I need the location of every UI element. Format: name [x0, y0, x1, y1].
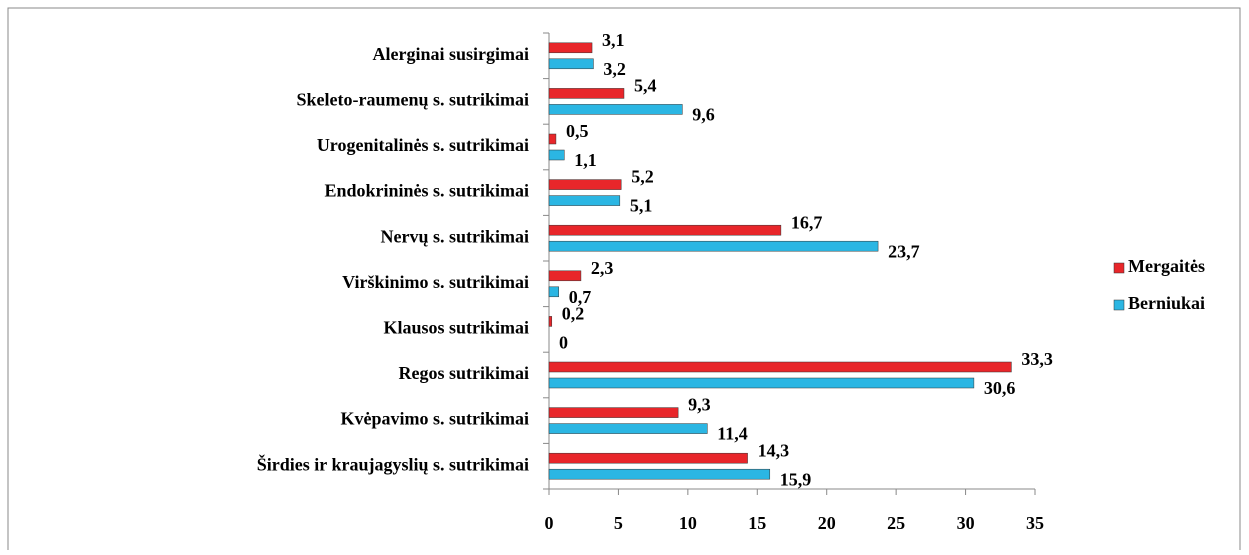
- legend-swatch: [1113, 299, 1125, 311]
- y-tick-label: Regos sutrikimai: [399, 363, 530, 383]
- value-label: 1,1: [574, 150, 597, 170]
- bar: [548, 361, 1012, 373]
- value-label: 0,2: [562, 304, 585, 324]
- legend-label: Mergaitės: [1128, 256, 1205, 276]
- value-label: 5,4: [634, 76, 657, 96]
- value-label: 33,3: [1021, 349, 1053, 369]
- x-tick-label: 35: [1026, 513, 1044, 533]
- value-label: 3,2: [603, 59, 626, 79]
- y-tick-label: Klausos sutrikimai: [383, 318, 529, 338]
- value-label: 11,4: [717, 424, 748, 444]
- bar: [548, 179, 622, 190]
- y-tick-label: Alerginai susirgimai: [373, 44, 530, 64]
- chart-frame: [7, 7, 1241, 555]
- bar: [548, 452, 748, 464]
- value-label: 2,3: [591, 258, 614, 278]
- value-label: 9,6: [692, 105, 715, 125]
- bar: [548, 104, 683, 115]
- value-label: 16,7: [791, 212, 823, 232]
- value-label: 5,1: [630, 196, 653, 216]
- y-tick-label: Širdies ir kraujagyslių s. sutrikimai: [257, 453, 529, 474]
- x-tick-label: 30: [957, 513, 975, 533]
- y-tick-label: Virškinimo s. sutrikimai: [342, 272, 529, 292]
- x-tick-label: 20: [818, 513, 836, 533]
- bar: [548, 316, 553, 327]
- value-label: 14,3: [758, 440, 790, 460]
- value-label: 0,7: [569, 287, 592, 307]
- value-label: 0: [559, 333, 568, 353]
- legend-label: Berniukai: [1128, 293, 1205, 313]
- value-label: 15,9: [780, 469, 812, 489]
- bar: [548, 149, 565, 161]
- bar: [548, 407, 679, 418]
- y-tick-label: Kvėpavimo s. sutrikimai: [340, 409, 529, 429]
- y-tick-label: Endokrininės s. sutrikimai: [324, 181, 529, 201]
- x-tick-label: 0: [545, 513, 554, 533]
- legend-swatch: [1113, 262, 1125, 274]
- bar: [548, 88, 625, 99]
- bar: [548, 224, 782, 236]
- bar: [548, 270, 582, 282]
- y-tick-label: Skeleto-raumenų s. sutrikimai: [296, 90, 529, 110]
- value-label: 9,3: [688, 395, 711, 415]
- value-label: 3,1: [602, 30, 625, 50]
- bar: [548, 58, 594, 70]
- x-tick-label: 5: [614, 513, 623, 533]
- bar: [548, 240, 879, 252]
- value-label: 23,7: [888, 241, 920, 261]
- y-tick-label: Nervų s. sutrikimai: [381, 226, 530, 246]
- value-label: 0,5: [566, 121, 589, 141]
- bar: [548, 377, 975, 389]
- bar: [548, 286, 559, 298]
- y-tick-label: Urogenitalinės s. sutrikimai: [317, 135, 529, 155]
- value-label: 30,6: [984, 378, 1016, 398]
- bar: [548, 195, 621, 206]
- x-tick-label: 15: [748, 513, 766, 533]
- x-tick-label: 25: [887, 513, 905, 533]
- bar: [548, 133, 557, 145]
- x-tick-label: 10: [679, 513, 697, 533]
- bar: [548, 468, 771, 480]
- bar: [548, 423, 708, 434]
- value-label: 5,2: [631, 167, 654, 187]
- bar: [548, 42, 593, 54]
